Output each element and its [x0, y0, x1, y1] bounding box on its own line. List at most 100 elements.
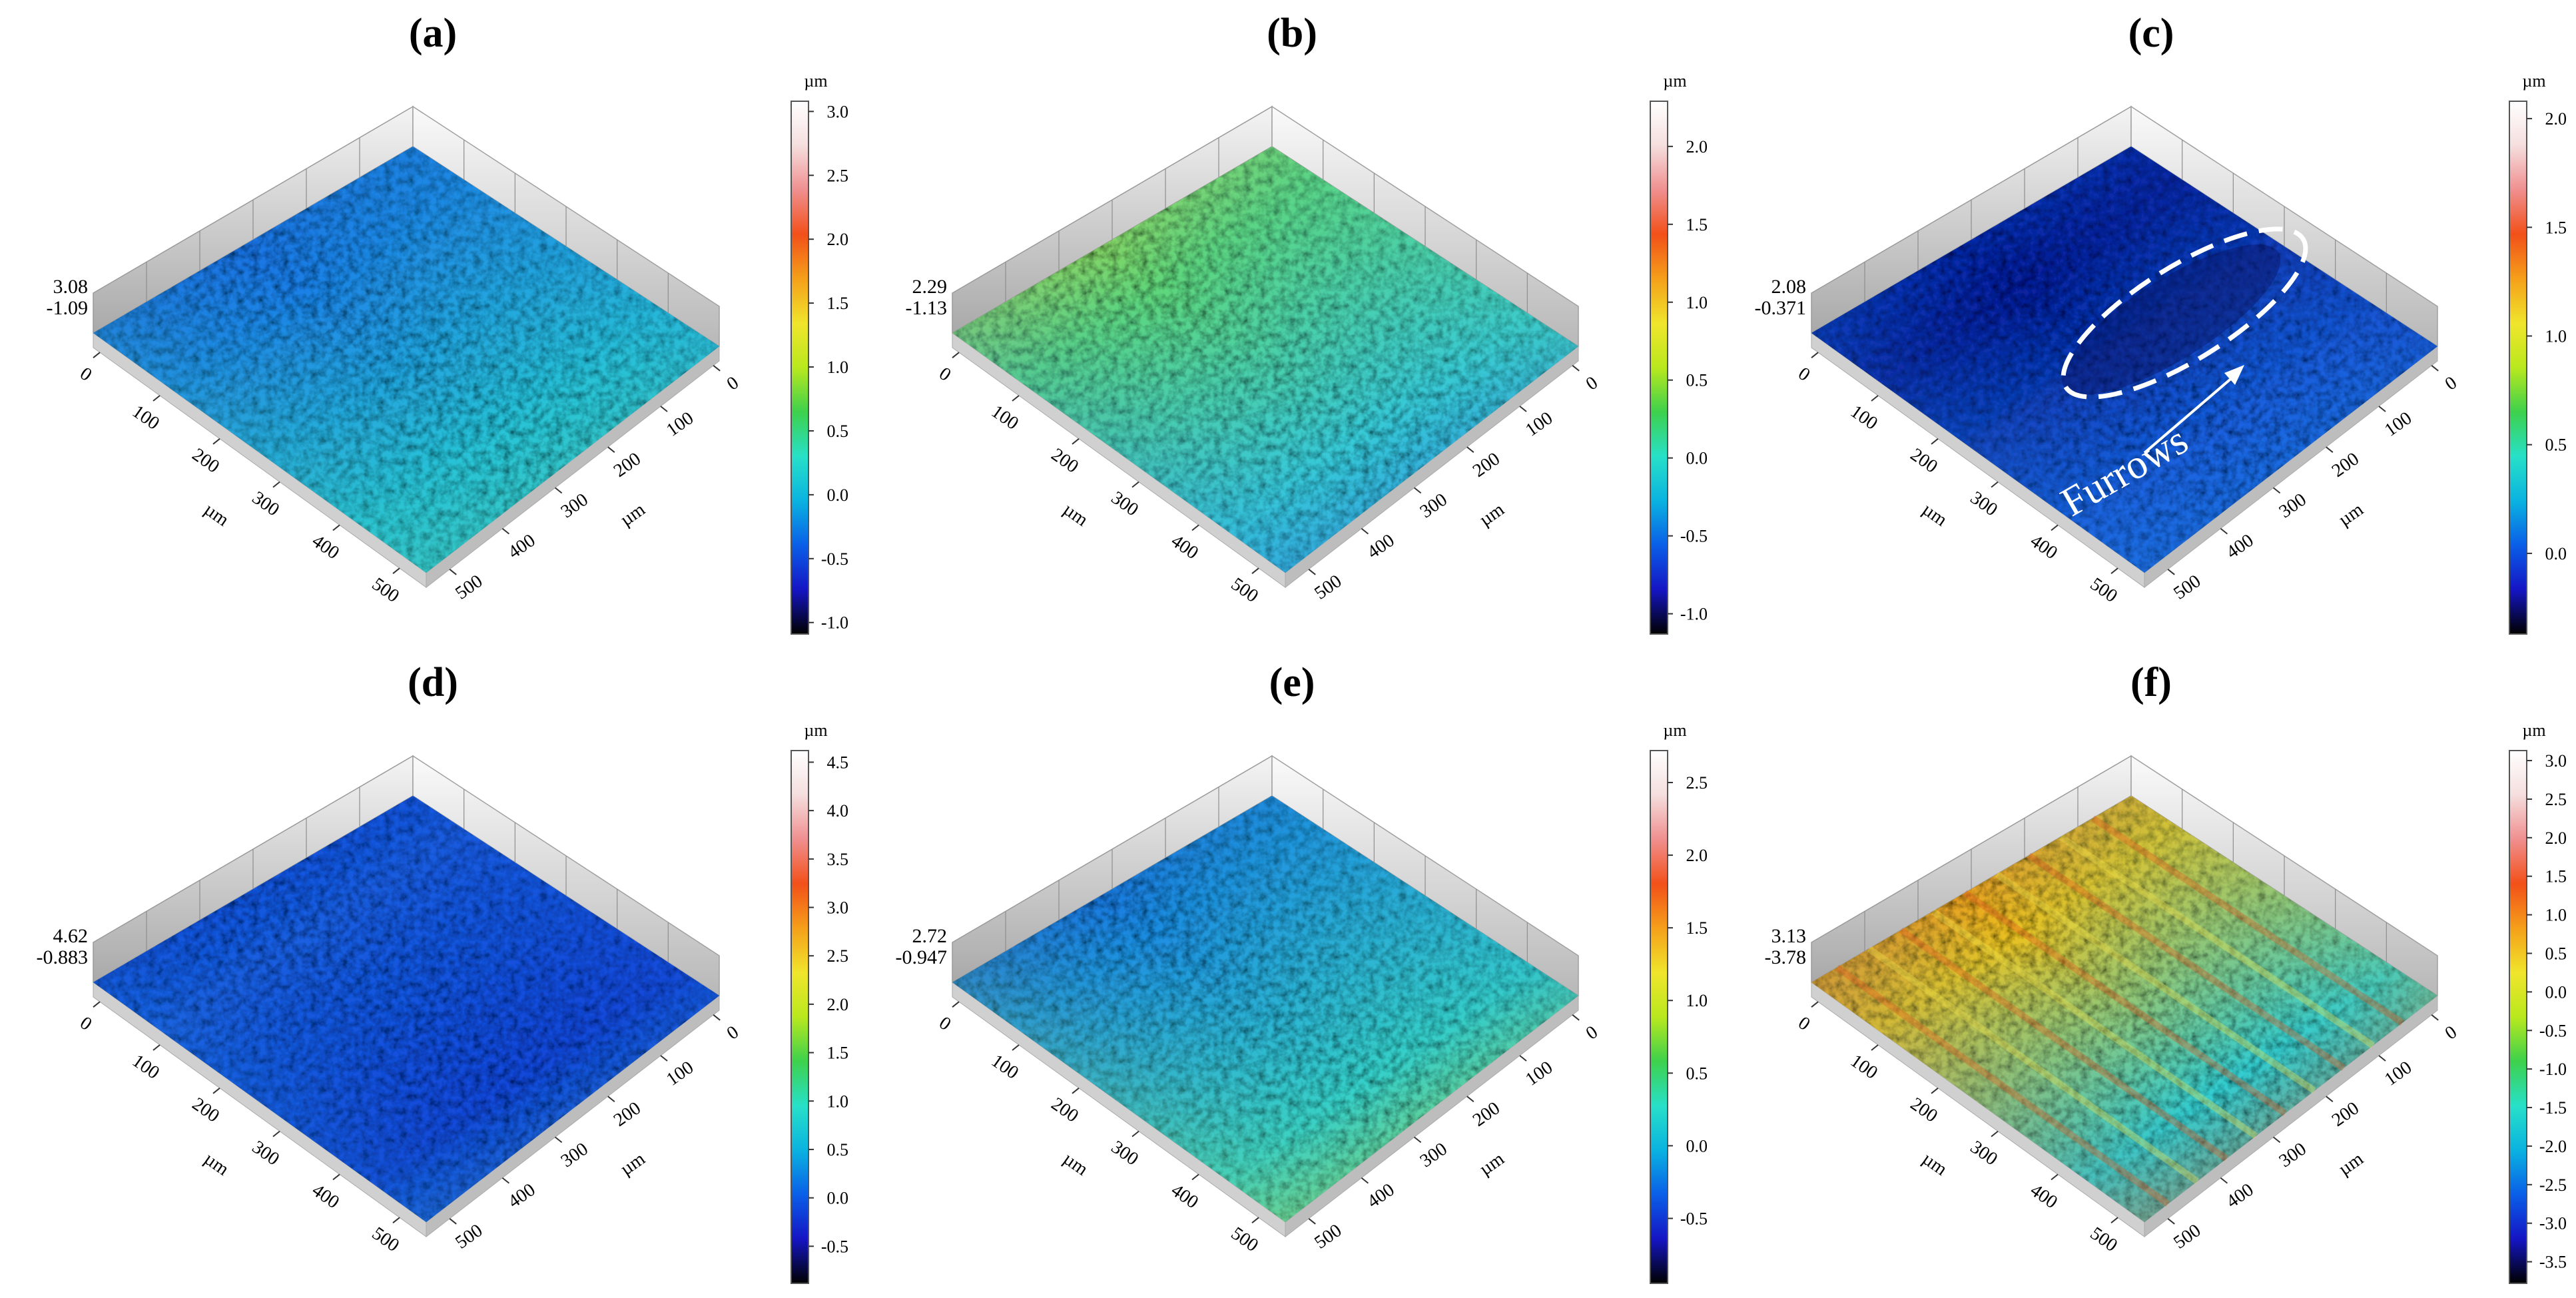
colorbar-tick-label: 0.5	[827, 422, 849, 441]
x-tick-label: 200	[1907, 1094, 1941, 1126]
surface-streak	[1899, 927, 2229, 1161]
x-tick-label: 100	[1847, 401, 1881, 434]
x-tick-mark	[272, 1130, 280, 1137]
x-tick-label: 200	[1048, 1094, 1082, 1126]
y-axis-label: µm	[2335, 1148, 2368, 1179]
x-tick-label: 100	[129, 1050, 163, 1083]
y-axis-label: µm	[617, 499, 649, 530]
surface-streak	[1963, 890, 2288, 1116]
y-tick-mark	[2431, 365, 2439, 372]
y-tick-mark	[2326, 1096, 2334, 1102]
colorbar-tick-label: 0.5	[1686, 371, 1708, 390]
y-tick-mark	[1572, 365, 1580, 372]
colorbar-tick-label: 2.5	[827, 166, 849, 185]
x-tick-mark	[212, 1088, 220, 1094]
x-tick-mark	[952, 1001, 960, 1008]
furrow-arrow-line	[2143, 372, 2239, 454]
x-tick-label: 300	[248, 1137, 283, 1169]
y-tick-label: 500	[1311, 1220, 1345, 1253]
colorbar-tick-label: 0.5	[2545, 436, 2567, 455]
y-tick-mark	[2220, 1177, 2228, 1184]
x-tick-mark	[1131, 481, 1139, 488]
surface-shading	[1811, 796, 2437, 1222]
x-tick-mark	[2051, 1173, 2059, 1181]
y-tick-label: 0	[1582, 372, 1602, 394]
z-max-label: 2.29	[912, 276, 948, 298]
x-tick-mark	[1131, 1130, 1139, 1137]
y-tick-label: 400	[2222, 530, 2257, 563]
x-axis-label: µm	[1059, 499, 1092, 530]
colorbar-tick-label: -1.0	[2539, 1060, 2567, 1079]
x-tick-label: 400	[2027, 1180, 2061, 1213]
y-tick-mark	[2378, 406, 2386, 412]
colorbar	[1650, 750, 1668, 1284]
y-tick-mark	[607, 1096, 615, 1102]
y-tick-mark	[2431, 1014, 2439, 1021]
colorbar-tick-label: 1.0	[2545, 327, 2567, 346]
y-tick-label: 200	[1469, 448, 1504, 481]
colorbar-tick-label: 1.0	[1686, 991, 1708, 1010]
x-tick-label: 500	[1227, 1223, 1262, 1255]
x-tick-label: 200	[1048, 444, 1082, 477]
y-tick-mark	[501, 527, 510, 535]
furrow-arrow-head	[2224, 365, 2244, 385]
colorbar	[2509, 101, 2527, 635]
y-tick-mark	[1308, 1218, 1316, 1225]
x-tick-label: 0	[76, 1013, 95, 1035]
x-tick-mark	[392, 567, 400, 574]
x-tick-mark	[272, 481, 280, 488]
surface-streak	[1931, 908, 2258, 1139]
y-tick-label: 200	[2328, 448, 2363, 481]
y-tick-label: 400	[2222, 1179, 2257, 1212]
x-tick-mark	[1191, 524, 1199, 531]
x-tick-label: 0	[935, 364, 954, 386]
x-tick-label: 500	[1227, 573, 1262, 606]
x-tick-mark	[212, 438, 220, 445]
x-tick-label: 500	[2087, 1223, 2121, 1255]
y-tick-mark	[2272, 1136, 2281, 1143]
x-tick-label: 400	[308, 531, 343, 563]
y-tick-mark	[2272, 487, 2281, 494]
colorbar-tick-label: -1.0	[1680, 605, 1708, 624]
colorbar-tick-label: -1.5	[2539, 1098, 2567, 1118]
panel-f: (f) 3.13-3.78 0 100 200 300 400 500 µm 0 100 200 300…	[1765, 660, 2567, 1284]
colorbar-tick-label: 0.0	[1686, 449, 1708, 468]
x-tick-mark	[1871, 395, 1879, 402]
x-tick-label: 100	[988, 401, 1022, 434]
colorbar-tick-label: 3.0	[827, 898, 849, 918]
y-tick-mark	[1413, 487, 1422, 494]
x-tick-label: 500	[2087, 573, 2121, 606]
colorbar-tick-label: -1.0	[821, 613, 848, 633]
colorbar-tick-label: 0.0	[1686, 1136, 1708, 1155]
colorbar-tick-label: -2.5	[2539, 1175, 2567, 1195]
y-tick-label: 400	[1363, 530, 1398, 563]
y-tick-label: 400	[504, 530, 539, 563]
colorbar-tick-label: 2.0	[827, 230, 849, 249]
x-tick-label: 300	[1108, 1137, 1142, 1169]
panel-label: (e)	[1269, 660, 1315, 705]
y-tick-label: 0	[723, 1022, 743, 1044]
z-max-label: 3.08	[53, 276, 89, 298]
colorbar-tick-label: 1.5	[2545, 218, 2567, 237]
y-tick-label: 100	[1522, 408, 1556, 440]
y-tick-label: 300	[1417, 1139, 1451, 1171]
colorbar	[791, 750, 809, 1284]
colorbar-unit: µm	[1663, 721, 1686, 740]
x-tick-mark	[1811, 1001, 1819, 1008]
y-axis-label: µm	[2335, 499, 2368, 530]
y-tick-label: 500	[1311, 571, 1345, 603]
y-tick-mark	[1519, 1055, 1527, 1062]
x-tick-mark	[1991, 481, 1999, 488]
colorbar-tick-label: 2.0	[2545, 828, 2567, 848]
x-tick-mark	[332, 524, 340, 531]
y-tick-label: 200	[610, 1098, 645, 1130]
x-axis-label: µm	[1918, 499, 1951, 530]
z-max-label: 2.72	[912, 925, 948, 947]
y-tick-mark	[713, 365, 721, 372]
y-tick-mark	[660, 406, 668, 412]
panel-label: (f)	[2130, 660, 2172, 705]
colorbar-tick-label: -0.5	[821, 549, 848, 569]
x-tick-mark	[153, 1044, 161, 1051]
x-tick-label: 0	[935, 1013, 954, 1035]
colorbar-tick-label: 2.0	[2545, 109, 2567, 129]
